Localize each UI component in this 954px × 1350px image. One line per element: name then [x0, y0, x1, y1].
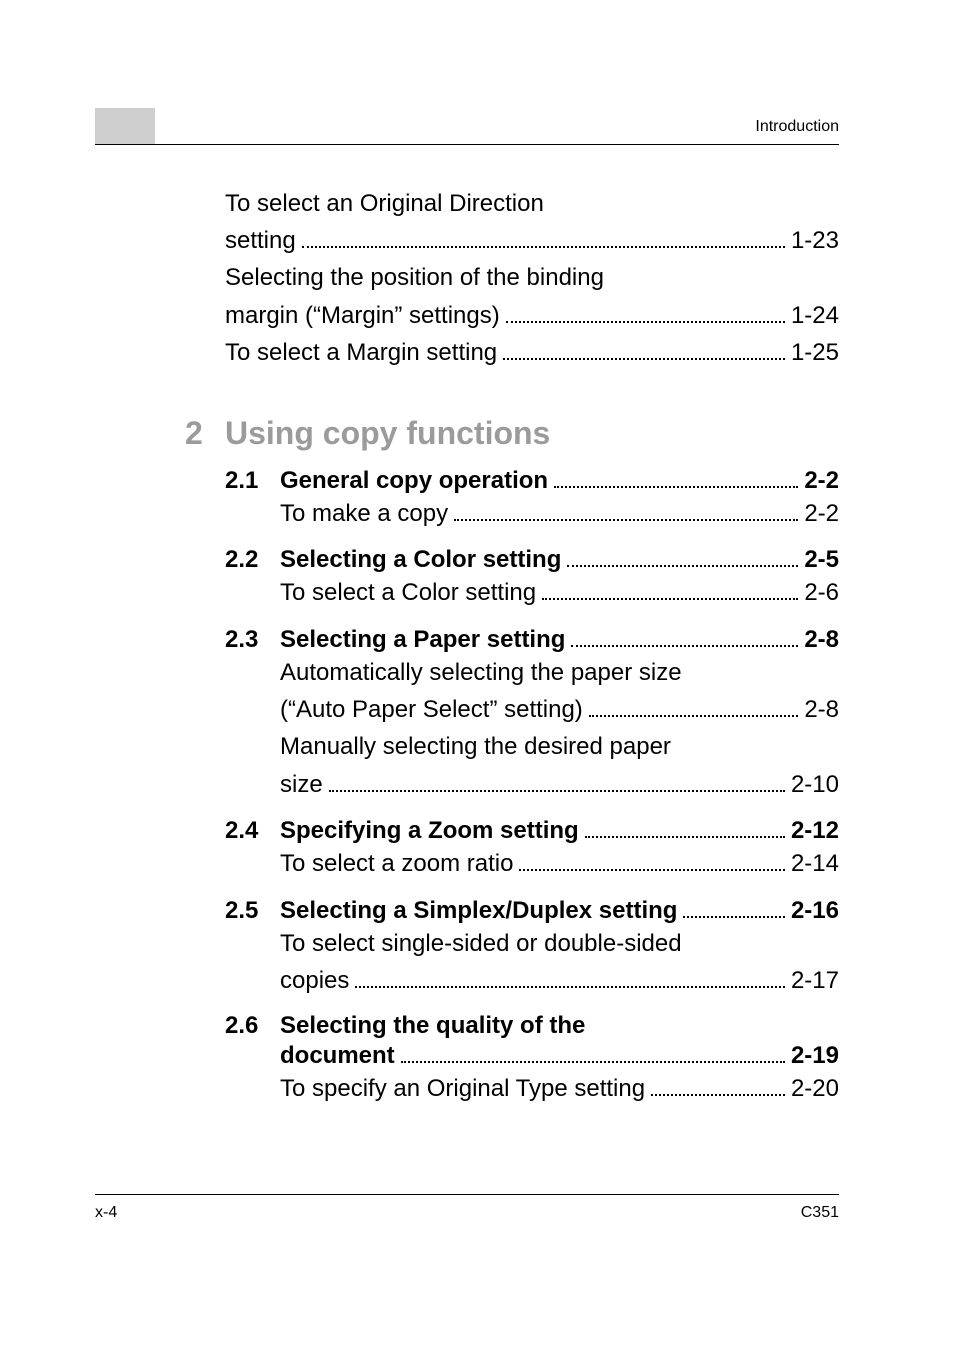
section-title: Specifying a Zoom setting: [280, 817, 579, 845]
toc-entry: Selecting the position of the binding: [225, 259, 839, 296]
leader-dots: [401, 1040, 785, 1064]
toc-page: 1-24: [791, 297, 839, 334]
chapter-number: 2: [185, 415, 225, 452]
toc-section: 2.5 Selecting a Simplex/Duplex setting 2…: [225, 895, 839, 926]
section-number: 2.2: [225, 546, 280, 574]
leader-dots: [355, 965, 785, 989]
toc-page: 2-6: [804, 574, 839, 611]
toc-page: 2-5: [804, 546, 839, 574]
toc-page: 2-17: [791, 962, 839, 999]
leader-dots: [519, 848, 785, 872]
toc-page: 2-10: [791, 766, 839, 803]
leader-dots: [571, 624, 798, 648]
toc-text: To select single-sided or double-sided: [280, 925, 682, 962]
toc-page: 2-2: [804, 467, 839, 495]
leader-dots: [454, 497, 798, 521]
toc-entry: To select a Color setting 2-6: [280, 574, 839, 611]
toc-page: 2-20: [791, 1070, 839, 1107]
toc-page: 2-8: [804, 691, 839, 728]
toc-entry: To select single-sided or double-sided: [280, 925, 839, 962]
leader-dots: [329, 768, 785, 792]
toc-entry: copies 2-17: [280, 962, 839, 999]
leader-dots: [589, 694, 799, 718]
footer-rule: [95, 1194, 839, 1195]
toc-page: 1-25: [791, 334, 839, 371]
header-rule: [95, 144, 839, 145]
toc-text: Manually selecting the desired paper: [280, 728, 671, 765]
leader-dots: [683, 895, 785, 919]
leader-dots: [506, 299, 785, 323]
section-title: Selecting a Simplex/Duplex setting: [280, 897, 677, 925]
page-container: Introduction To select an Original Direc…: [0, 0, 954, 1350]
toc-text: Selecting the position of the binding: [225, 259, 604, 296]
leader-dots: [567, 544, 798, 568]
section-title: document: [280, 1042, 395, 1070]
section-number: 2.1: [225, 467, 280, 495]
toc-entry: setting 1-23: [225, 222, 839, 259]
toc-section: document 2-19: [225, 1040, 839, 1071]
toc-text: To select a Margin setting: [225, 334, 497, 371]
toc-entry: Automatically selecting the paper size: [280, 654, 839, 691]
leader-dots: [302, 225, 785, 249]
toc-entry: margin (“Margin” settings) 1-24: [225, 297, 839, 334]
toc-entry: To make a copy 2-2: [280, 495, 839, 532]
toc-content: To select an Original Direction setting …: [225, 185, 839, 1107]
toc-text: (“Auto Paper Select” setting): [280, 691, 583, 728]
pre-entries-block: To select an Original Direction setting …: [225, 185, 839, 371]
leader-dots: [651, 1073, 785, 1097]
toc-text: To make a copy: [280, 495, 448, 532]
section-number: 2.5: [225, 897, 280, 925]
chapter-title: Using copy functions: [225, 415, 550, 452]
leader-dots: [585, 815, 785, 839]
toc-entry: To select an Original Direction: [225, 185, 839, 222]
leader-dots: [542, 577, 798, 601]
toc-entry: To select a zoom ratio 2-14: [280, 845, 839, 882]
toc-text: To specify an Original Type setting: [280, 1070, 645, 1107]
toc-page: 1-23: [791, 222, 839, 259]
toc-section: 2.3 Selecting a Paper setting 2-8: [225, 624, 839, 655]
toc-text: margin (“Margin” settings): [225, 297, 500, 334]
footer-model: C351: [801, 1204, 839, 1222]
toc-text: size: [280, 766, 323, 803]
section-number: 2.3: [225, 626, 280, 654]
toc-page: 2-14: [791, 845, 839, 882]
toc-entry: (“Auto Paper Select” setting) 2-8: [280, 691, 839, 728]
section-title: General copy operation: [280, 467, 548, 495]
toc-section: 2.4 Specifying a Zoom setting 2-12: [225, 815, 839, 846]
toc-text: setting: [225, 222, 296, 259]
toc-page: 2-12: [791, 817, 839, 845]
section-title: Selecting a Paper setting: [280, 626, 565, 654]
running-header: Introduction: [755, 118, 839, 136]
leader-dots: [503, 336, 785, 360]
toc-section: 2.6 Selecting the quality of the: [225, 1012, 839, 1040]
footer-page-number: x-4: [95, 1204, 117, 1222]
section-title: Selecting a Color setting: [280, 546, 561, 574]
toc-page: 2-2: [804, 495, 839, 532]
toc-text: To select an Original Direction: [225, 185, 544, 222]
toc-entry: To select a Margin setting 1-25: [225, 334, 839, 371]
section-number: 2.6: [225, 1012, 280, 1040]
toc-page: 2-16: [791, 897, 839, 925]
toc-entry: To specify an Original Type setting 2-20: [280, 1070, 839, 1107]
toc-section: 2.1 General copy operation 2-2: [225, 464, 839, 495]
toc-text: To select a zoom ratio: [280, 845, 513, 882]
toc-text: copies: [280, 962, 349, 999]
toc-text: To select a Color setting: [280, 574, 536, 611]
toc-entry: size 2-10: [280, 766, 839, 803]
chapter-tab: [95, 108, 155, 144]
section-title: Selecting the quality of the: [280, 1012, 585, 1040]
leader-dots: [554, 464, 798, 488]
section-number: 2.4: [225, 817, 280, 845]
toc-entry: Manually selecting the desired paper: [280, 728, 839, 765]
toc-page: 2-8: [804, 626, 839, 654]
toc-page: 2-19: [791, 1042, 839, 1070]
chapter-heading: 2 Using copy functions: [185, 415, 839, 452]
toc-text: Automatically selecting the paper size: [280, 654, 682, 691]
toc-section: 2.2 Selecting a Color setting 2-5: [225, 544, 839, 575]
